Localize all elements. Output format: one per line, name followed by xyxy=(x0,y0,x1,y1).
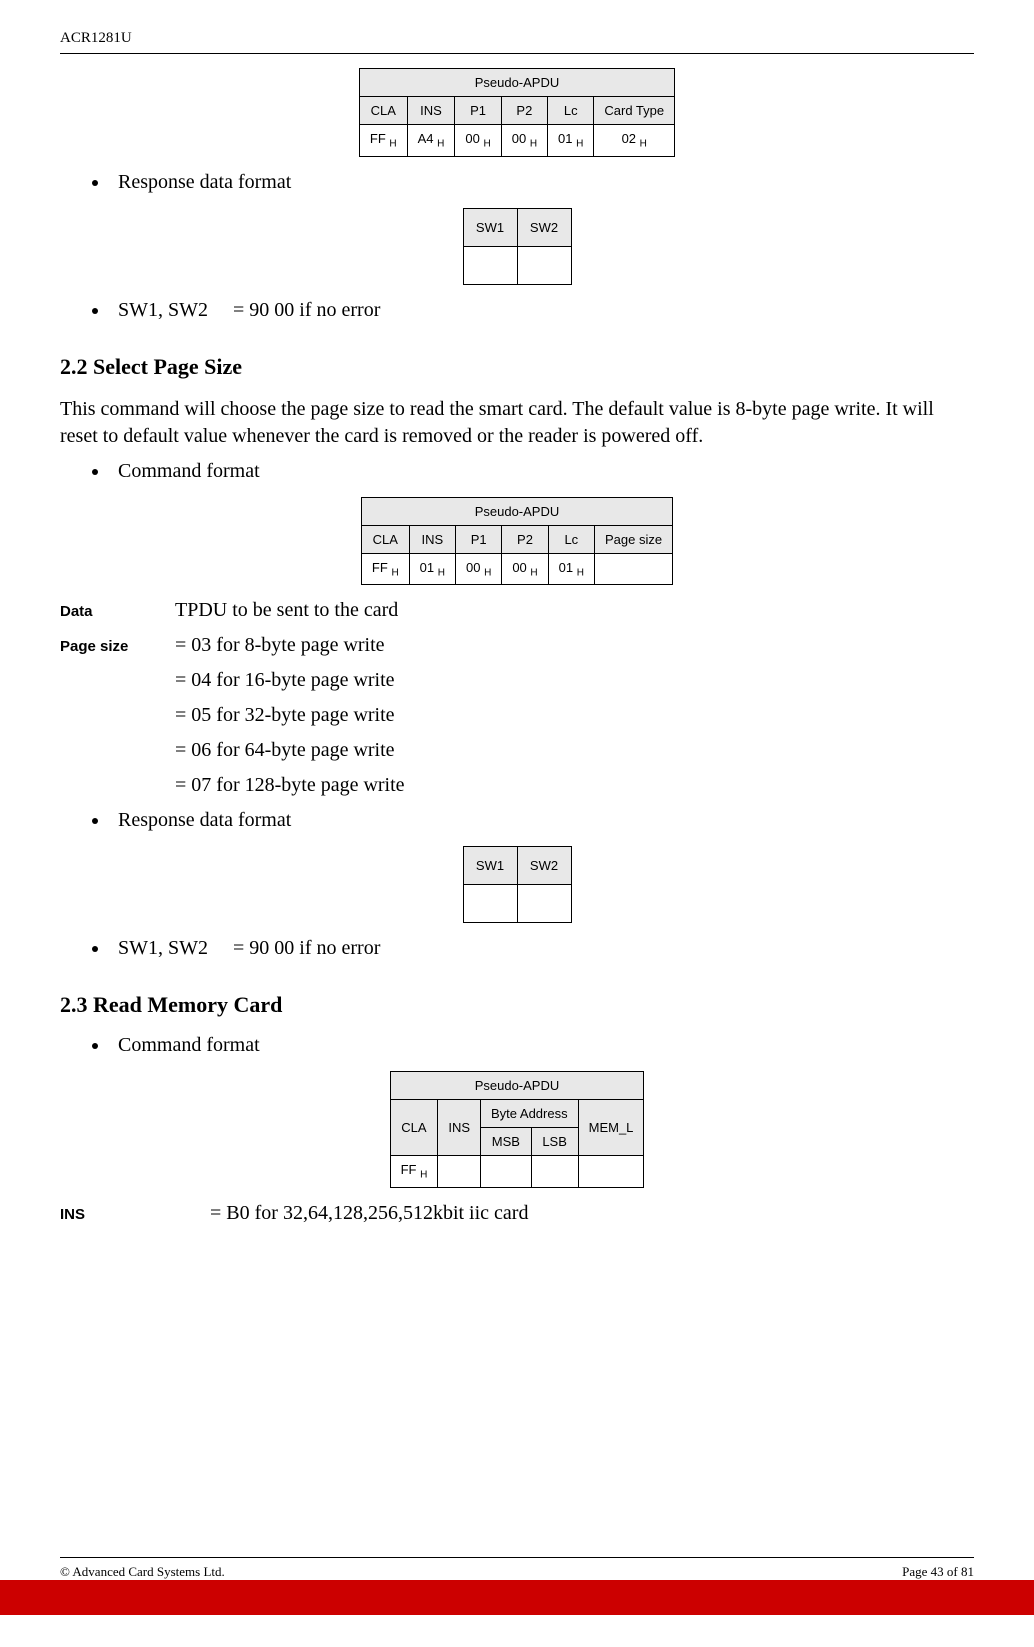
def-pagesize-line-1: = 04 for 16-byte page write xyxy=(175,669,974,692)
col-cla: CLA xyxy=(361,525,409,553)
col-ins: INS xyxy=(438,1100,481,1156)
col-cla: CLA xyxy=(359,97,407,125)
table-sw-2: SW1 SW2 xyxy=(463,846,572,923)
bullet-command-format-22: Command format xyxy=(110,460,974,483)
def-pagesize-line-2: = 05 for 32-byte page write xyxy=(175,704,974,727)
cell-card-type: 02 H xyxy=(594,125,675,157)
sw2-cell xyxy=(517,885,571,923)
sw2-header: SW2 xyxy=(517,208,571,246)
table-title: Pseudo-APDU xyxy=(361,497,672,525)
cell-lc: 01 H xyxy=(548,553,594,585)
def-pagesize-line-4: = 07 for 128-byte page write xyxy=(175,774,974,797)
sw1-cell xyxy=(463,885,517,923)
def-pagesize-line-0: = 03 for 8-byte page write xyxy=(175,634,385,657)
col-p2: P2 xyxy=(501,97,547,125)
table-select-type: Pseudo-APDU CLA INS P1 P2 Lc Card Type F… xyxy=(359,68,675,157)
cell-mem-l xyxy=(578,1156,644,1188)
footer-page-number: Page 43 of 81 xyxy=(902,1564,974,1580)
def-data-label: Data xyxy=(60,603,175,620)
def-ins-label: INS xyxy=(60,1206,210,1223)
cell-ins: A4 H xyxy=(407,125,455,157)
col-cla: CLA xyxy=(390,1100,438,1156)
col-p1: P1 xyxy=(456,525,502,553)
sw1-header: SW1 xyxy=(463,208,517,246)
bullet-sw-noerror-1: SW1, SW2 = 90 00 if no error xyxy=(110,299,974,322)
cell-cla: FF H xyxy=(361,553,409,585)
col-p1: P1 xyxy=(455,97,501,125)
def-pagesize-line-3: = 06 for 64-byte page write xyxy=(175,739,974,762)
cell-p1: 00 H xyxy=(456,553,502,585)
cell-cla: FF H xyxy=(359,125,407,157)
col-lc: Lc xyxy=(548,525,594,553)
col-lsb: LSB xyxy=(531,1128,578,1156)
header-rule xyxy=(60,53,974,54)
def-ins-value: = B0 for 32,64,128,256,512kbit iic card xyxy=(210,1202,528,1225)
page-header-model: ACR1281U xyxy=(60,30,974,47)
sw1-header: SW1 xyxy=(463,847,517,885)
table-page-size: Pseudo-APDU CLA INS P1 P2 Lc Page size F… xyxy=(361,497,673,586)
cell-lc: 01 H xyxy=(548,125,594,157)
cell-lsb xyxy=(531,1156,578,1188)
table-sw-1: SW1 SW2 xyxy=(463,208,572,285)
col-page-size: Page size xyxy=(594,525,672,553)
sw2-cell xyxy=(517,246,571,284)
table-read-memory: Pseudo-APDU CLA INS Byte Address MEM_L M… xyxy=(390,1071,645,1188)
table-title: Pseudo-APDU xyxy=(359,69,674,97)
cell-ins xyxy=(438,1156,481,1188)
cell-p1: 00 H xyxy=(455,125,501,157)
cell-cla: FF H xyxy=(390,1156,438,1188)
col-msb: MSB xyxy=(481,1128,532,1156)
bullet-sw-noerror-2: SW1, SW2 = 90 00 if no error xyxy=(110,937,974,960)
def-pagesize-label: Page size xyxy=(60,638,175,655)
footer-copyright: © Advanced Card Systems Ltd. xyxy=(60,1564,225,1580)
brand-red-bar xyxy=(0,1580,1034,1615)
cell-p2: 00 H xyxy=(501,125,547,157)
col-mem-l: MEM_L xyxy=(578,1100,644,1156)
table-title: Pseudo-APDU xyxy=(390,1072,644,1100)
col-byte-address: Byte Address xyxy=(481,1100,579,1128)
heading-2-3: 2.3 Read Memory Card xyxy=(60,992,974,1018)
cell-p2: 00 H xyxy=(502,553,548,585)
bullet-command-format-23: Command format xyxy=(110,1034,974,1057)
para-2-2: This command will choose the page size t… xyxy=(60,396,974,450)
heading-2-2: 2.2 Select Page Size xyxy=(60,354,974,380)
cell-ins: 01 H xyxy=(409,553,455,585)
bullet-response-format-2: Response data format xyxy=(110,809,974,832)
sw1-cell xyxy=(463,246,517,284)
col-lc: Lc xyxy=(548,97,594,125)
cell-msb xyxy=(481,1156,532,1188)
col-ins: INS xyxy=(407,97,455,125)
col-ins: INS xyxy=(409,525,455,553)
sw2-header: SW2 xyxy=(517,847,571,885)
cell-page-size xyxy=(594,553,672,585)
bullet-response-format-1: Response data format xyxy=(110,171,974,194)
footer-rule xyxy=(60,1557,974,1558)
col-p2: P2 xyxy=(502,525,548,553)
def-data-value: TPDU to be sent to the card xyxy=(175,599,398,622)
col-card-type: Card Type xyxy=(594,97,675,125)
